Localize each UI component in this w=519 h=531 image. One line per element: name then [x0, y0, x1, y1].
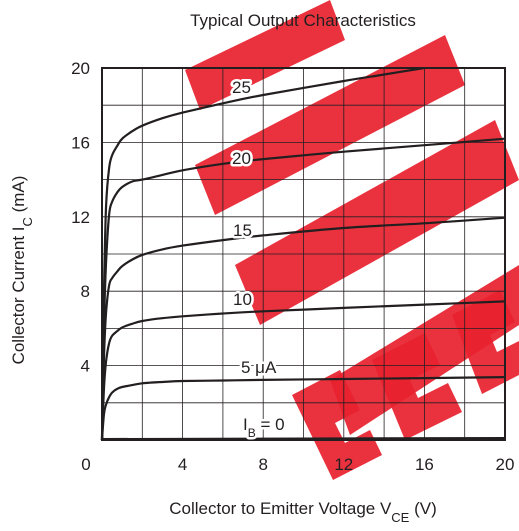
grid	[102, 68, 505, 440]
x-axis-label-sub: CE	[391, 510, 409, 525]
series-line	[100, 137, 506, 441]
watermark-block	[372, 333, 462, 440]
series-line	[100, 300, 506, 441]
tick-labels: 0 4 8 12 16 20 4 8 12 16 20	[71, 59, 514, 474]
watermark-stripe	[185, 0, 345, 110]
series-label-sub: B	[248, 426, 256, 440]
series-label-main: I	[243, 415, 248, 434]
y-tick-label: 8	[81, 282, 90, 301]
y-axis-label-unit: (mA)	[9, 176, 28, 218]
series-label: 15	[233, 221, 252, 240]
x-tick-label: 8	[258, 455, 267, 474]
series-label-main: 20	[232, 149, 251, 168]
y-axis-label-sub: C	[20, 217, 35, 226]
x-tick-label: 0	[81, 455, 90, 474]
x-tick-label: 16	[415, 455, 434, 474]
series-line	[101, 437, 506, 441]
series-label: IB = 0	[243, 415, 285, 440]
watermark	[185, 0, 519, 480]
watermark-block	[452, 290, 519, 394]
x-tick-label: 20	[496, 455, 515, 474]
y-tick-label: 16	[71, 133, 90, 152]
x-tick-label: 4	[178, 455, 187, 474]
series-line	[100, 216, 506, 441]
series-label: 25	[232, 78, 251, 97]
x-axis-label-unit: (V)	[409, 499, 436, 518]
x-axis-label: Collector to Emitter Voltage VCE (V)	[169, 499, 437, 525]
series-label: 5 μA	[241, 358, 277, 377]
series-label-main: 5 μA	[241, 358, 277, 377]
chart-title: Typical Output Characteristics	[190, 11, 416, 30]
y-tick-label: 12	[71, 208, 90, 227]
plot-frame	[101, 67, 506, 441]
x-axis-label-main: Collector to Emitter Voltage V	[169, 499, 392, 518]
y-tick-label: 4	[81, 357, 90, 376]
watermark-block	[292, 370, 382, 480]
series-label-main: 25	[232, 78, 251, 97]
series-label: 10	[233, 290, 252, 309]
watermark-stripe	[195, 35, 465, 215]
series-label-main: 10	[233, 290, 252, 309]
series-line	[100, 376, 506, 441]
y-axis-label-main: Collector Current I	[9, 227, 28, 365]
y-tick-label: 20	[71, 59, 90, 78]
series-label-rest: = 0	[256, 415, 285, 434]
y-axis-label: Collector Current IC (mA)	[9, 176, 35, 365]
series-label-main: 15	[233, 221, 252, 240]
series-label: 20	[232, 149, 251, 168]
series-line	[100, 66, 425, 441]
x-tick-label: 12	[334, 455, 353, 474]
curves	[100, 66, 506, 441]
series-labels: IB = 0 5 μA 10 15 20 25	[230, 76, 288, 443]
watermark-stripe	[235, 120, 519, 325]
